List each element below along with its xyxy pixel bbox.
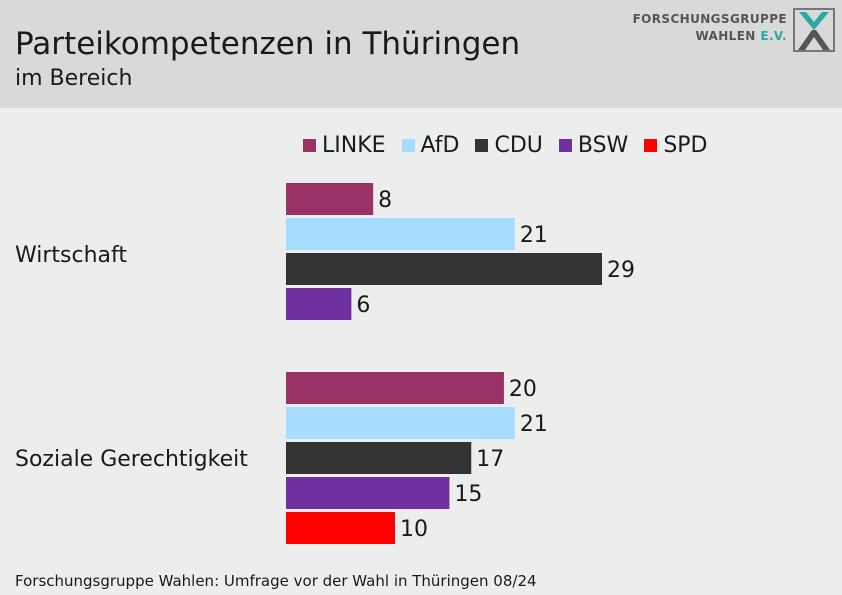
value-label-soziale-gerechtigkeit-bsw: 15 xyxy=(454,482,482,507)
value-label-soziale-gerechtigkeit-cdu: 17 xyxy=(476,447,504,472)
legend-swatch-bsw xyxy=(558,138,572,152)
legend-item-afd: AfD xyxy=(401,132,460,158)
value-label-wirtschaft-linke: 8 xyxy=(378,188,392,213)
legend-item-linke: LINKE xyxy=(303,133,386,158)
logo-x-icon xyxy=(793,8,835,52)
logo-line2: WAHLEN E.V. xyxy=(695,29,787,43)
logo-line1: FORSCHUNGSGRUPPE xyxy=(632,12,787,26)
legend-swatch-afd xyxy=(401,138,415,152)
value-label-soziale-gerechtigkeit-afd: 21 xyxy=(520,412,548,437)
legend-item-spd: SPD xyxy=(644,132,708,158)
category-label-soziale-gerechtigkeit: Soziale Gerechtigkeit xyxy=(15,447,248,472)
legend-label-linke: LINKE xyxy=(322,132,386,158)
value-label-wirtschaft-cdu: 29 xyxy=(607,258,635,283)
bar-wirtschaft-linke xyxy=(286,183,374,215)
bar-wirtschaft-bsw xyxy=(286,288,352,320)
bar-soziale-gerechtigkeit-spd xyxy=(286,512,395,544)
legend-label-afd: AfD xyxy=(420,132,460,158)
value-label-soziale-gerechtigkeit-linke: 20 xyxy=(509,377,537,402)
bar-soziale-gerechtigkeit-bsw xyxy=(286,477,450,509)
bar-soziale-gerechtigkeit-afd xyxy=(286,407,515,439)
bar-wirtschaft-cdu xyxy=(286,253,602,285)
source-footnote: Forschungsgruppe Wahlen: Umfrage vor der… xyxy=(15,572,537,590)
bar-soziale-gerechtigkeit-linke xyxy=(286,372,504,404)
bar-soziale-gerechtigkeit-cdu xyxy=(286,442,472,474)
value-label-wirtschaft-bsw: 6 xyxy=(356,293,370,318)
value-label-soziale-gerechtigkeit-spd: 10 xyxy=(400,517,428,542)
chart-legend: LINKE AfD CDU BSW SPD xyxy=(303,131,724,159)
bar-wirtschaft-afd xyxy=(286,218,515,250)
page-title: Parteikompetenzen in Thüringen xyxy=(15,26,521,62)
legend-swatch-linke xyxy=(303,138,316,152)
legend-label-bsw: BSW xyxy=(577,132,629,158)
page-subtitle: im Bereich xyxy=(15,66,133,91)
logo-line2-main: WAHLEN xyxy=(695,29,756,43)
legend-label-spd: SPD xyxy=(663,132,708,158)
logo-line2-accent: E.V. xyxy=(760,29,787,43)
category-label-wirtschaft: Wirtschaft xyxy=(15,243,128,268)
legend-label-cdu: CDU xyxy=(494,132,543,158)
fgw-logo: FORSCHUNGSGRUPPE WAHLEN E.V. xyxy=(630,8,835,54)
legend-item-cdu: CDU xyxy=(475,132,543,158)
legend-item-bsw: BSW xyxy=(558,132,629,158)
header-band: Parteikompetenzen in Thüringen im Bereic… xyxy=(0,0,842,108)
value-label-wirtschaft-afd: 21 xyxy=(520,223,548,248)
legend-swatch-cdu xyxy=(475,138,489,152)
legend-swatch-spd xyxy=(644,138,658,152)
